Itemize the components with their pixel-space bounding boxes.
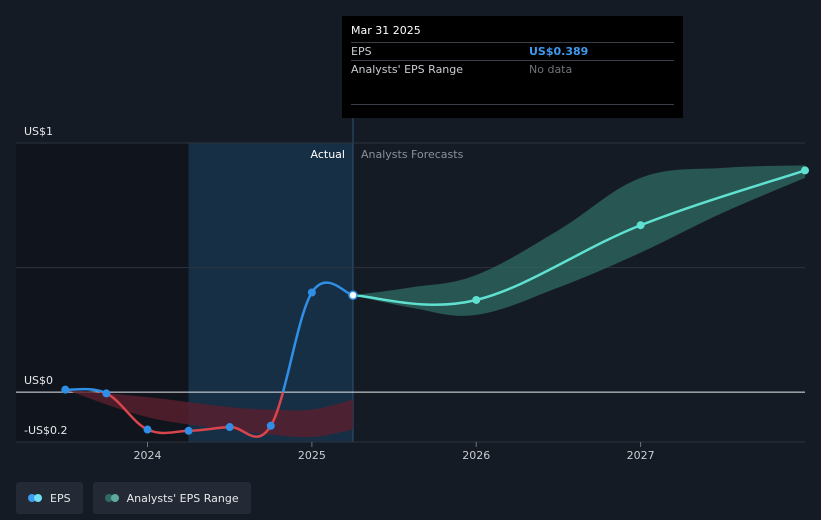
eps-point-2 (143, 425, 152, 434)
x-tick-label-0: 2024 (134, 449, 162, 462)
eps-point-5 (266, 421, 275, 430)
eps-line-positive (65, 281, 354, 393)
forecast-label: Analysts Forecasts (361, 148, 464, 161)
tooltip-eps-value: US$0.389 (529, 45, 589, 58)
y-tick-label-1: US$0 (24, 374, 53, 387)
eps-point-6 (307, 288, 316, 297)
eps-point-1 (102, 389, 111, 398)
tooltip-date: Mar 31 2025 (351, 24, 421, 37)
eps-point-3 (184, 426, 193, 435)
actual-highlight (188, 143, 353, 442)
legend-range-label: Analysts' EPS Range (126, 491, 239, 505)
forecast-point-2 (801, 166, 809, 175)
y-tick-label-0: US$1 (24, 125, 53, 138)
tooltip-divider (351, 104, 674, 105)
eps-legend-icon (28, 494, 44, 502)
tooltip-row-eps: EPS US$0.389 (351, 42, 674, 60)
x-tick-label-1: 2025 (298, 449, 326, 462)
tooltip-range-label: Analysts' EPS Range (351, 63, 464, 76)
x-tick-label-3: 2027 (627, 449, 655, 462)
eps-line-negative (99, 392, 285, 438)
legend-item-eps-range[interactable]: Analysts' EPS Range (92, 482, 251, 514)
forecast-point-1 (636, 221, 645, 230)
legend-eps-label: EPS (50, 491, 71, 505)
actual-label: Actual (311, 148, 345, 161)
forecast-point-0 (472, 295, 481, 304)
forecast-line (352, 169, 806, 306)
eps-point-0 (61, 385, 70, 394)
x-tick-label-2: 2026 (462, 449, 490, 462)
tooltip-row-range: Analysts' EPS Range No data (351, 60, 674, 78)
tooltip-eps-label: EPS (351, 45, 372, 58)
actual-range-band (65, 389, 353, 438)
y-tick-label-2: -US$0.2 (24, 424, 68, 437)
eps-point-7 (348, 290, 358, 300)
legend-item-eps[interactable]: EPS (16, 482, 83, 514)
range-legend-icon (104, 494, 121, 502)
forecast-range-band (352, 165, 805, 316)
legend: EPS Analysts' EPS Range (16, 482, 251, 514)
tooltip-range-value: No data (529, 63, 573, 76)
eps-point-4 (225, 423, 234, 432)
tooltip-panel: Mar 31 2025 EPS US$0.389 Analysts' EPS R… (342, 16, 683, 118)
